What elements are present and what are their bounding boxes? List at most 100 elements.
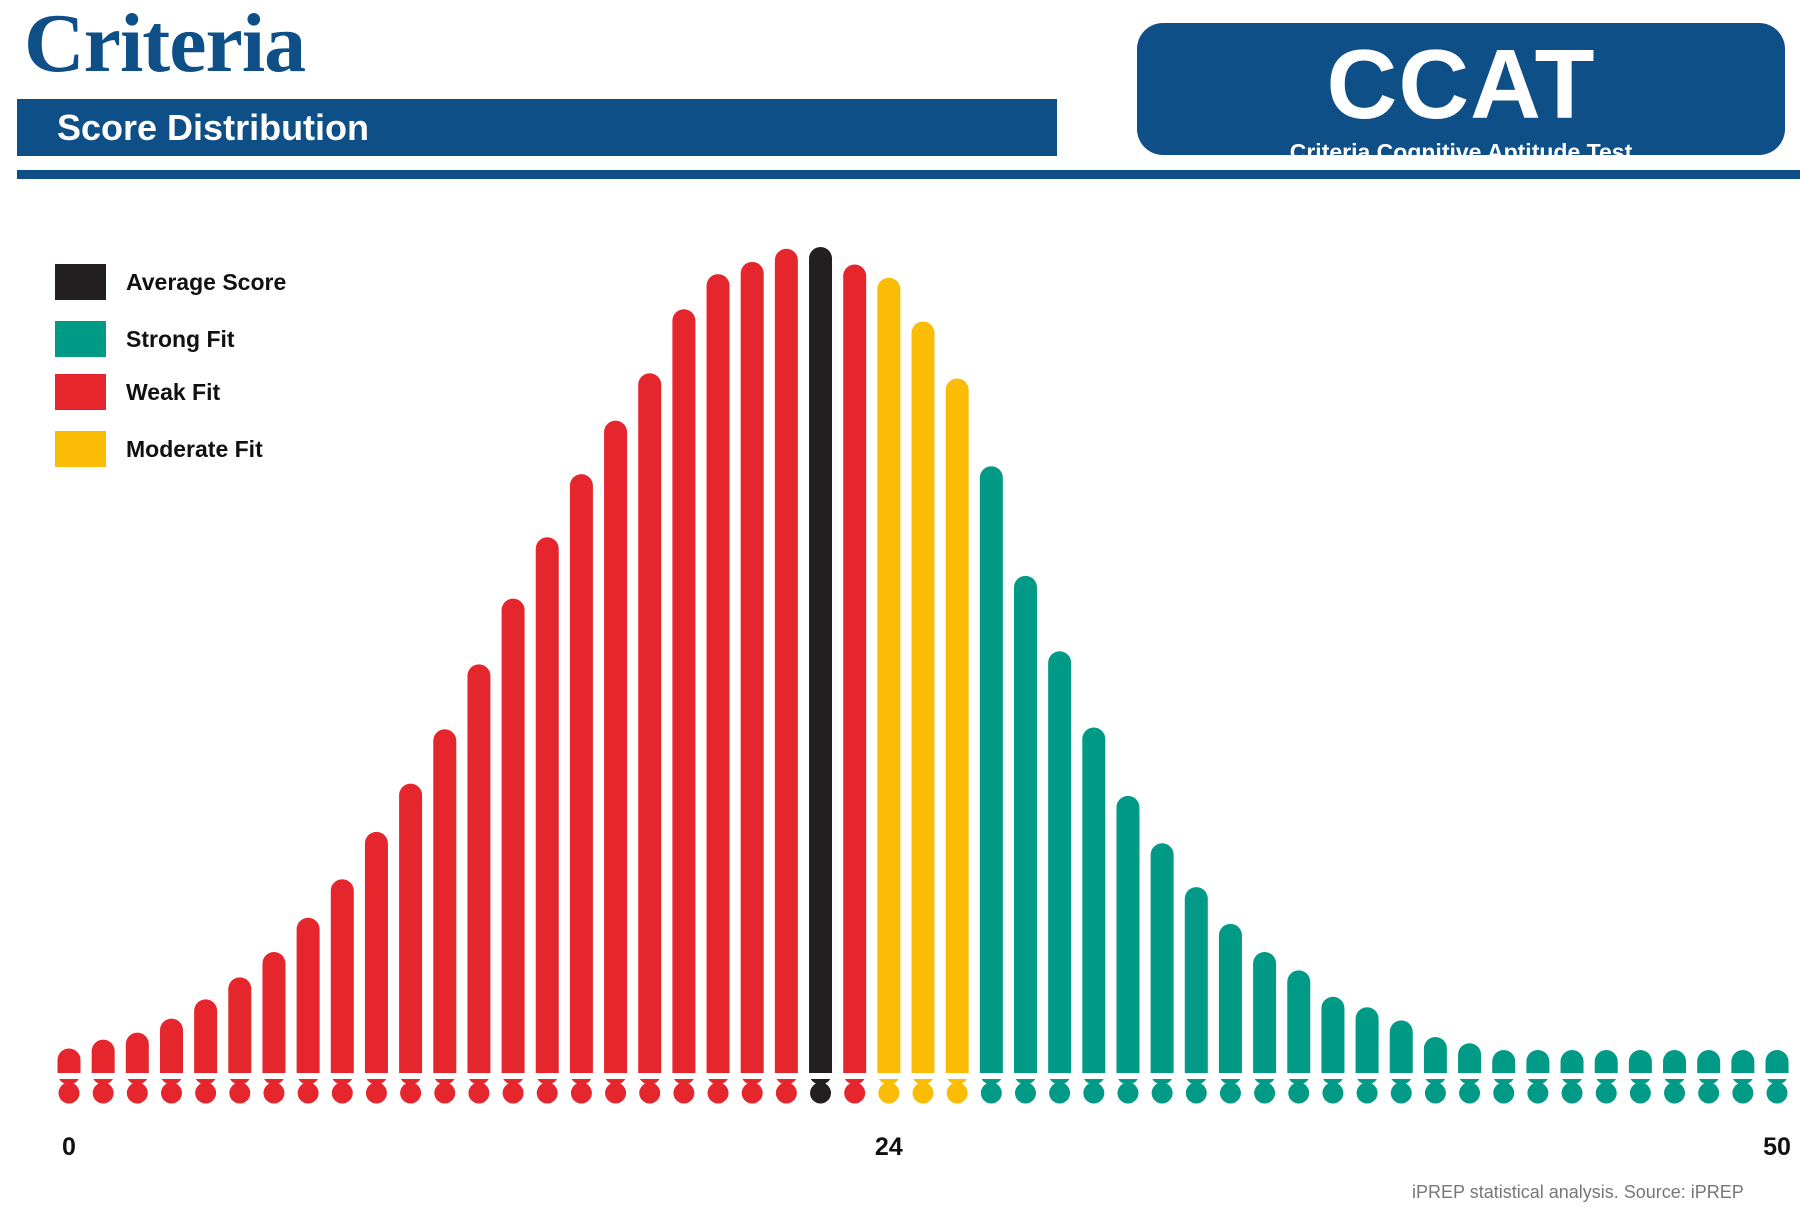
bar-score-35 [1253,951,1277,1085]
bar-score-27 [979,466,1003,1085]
dot-score-0 [58,1082,80,1104]
dot-score-2 [126,1082,148,1104]
dot-score-39 [1390,1082,1412,1104]
test-badge: CCAT Criteria Cognitive Aptitude Test [1137,23,1785,165]
dot-score-43 [1527,1082,1549,1104]
legend-swatch-average [55,264,106,300]
brand-logo: Criteria [24,0,306,90]
bar-score-32 [1150,843,1174,1085]
dot-score-28 [1014,1082,1036,1104]
legend-label-average: Average Score [126,268,287,295]
bar-score-23 [843,264,867,1085]
dot-score-17 [639,1082,661,1104]
bar-score-17 [638,373,662,1085]
dot-score-36 [1288,1082,1310,1104]
bar-score-3 [159,1018,183,1085]
dot-score-29 [1049,1082,1071,1104]
dot-score-3 [160,1082,182,1104]
dot-score-48 [1698,1082,1720,1104]
x-tick-labels: 0 24 50 [62,1133,1791,1161]
bar-score-37 [1321,996,1345,1085]
dot-score-20 [741,1082,763,1104]
legend-swatch-moderate-fit [55,431,106,467]
x-tick-label-0: 0 [62,1133,76,1161]
bar-score-10 [399,783,423,1085]
bar-score-6 [262,951,286,1085]
dot-score-18 [673,1082,695,1104]
dot-score-30 [1083,1082,1105,1104]
bar-score-29 [1048,651,1072,1085]
dot-score-6 [263,1082,285,1104]
bar-score-48 [1697,1050,1721,1085]
dot-score-11 [434,1082,456,1104]
bar-score-19 [706,274,730,1085]
page-subtitle: Score Distribution [57,107,370,148]
legend-item-moderate-fit: Moderate Fit [55,429,355,469]
dot-score-50 [1766,1082,1788,1104]
legend-swatch-strong-fit [55,321,106,357]
dot-score-32 [1151,1082,1173,1104]
bar-score-13 [501,598,525,1085]
bar-score-50 [1765,1050,1789,1085]
bar-score-22 [809,247,833,1085]
dot-score-27 [980,1082,1002,1104]
legend-label-weak-fit: Weak Fit [126,378,221,405]
bar-score-38 [1355,1007,1379,1085]
bar-score-18 [672,309,696,1085]
dot-score-44 [1561,1082,1583,1104]
baseline-gap [0,1073,1800,1079]
bar-score-40 [1423,1037,1447,1085]
bar-score-7 [296,917,320,1085]
legend-swatch-weak-fit [55,374,106,410]
bar-score-45 [1594,1050,1618,1085]
dot-score-24 [878,1082,900,1104]
subtitle-banner: Score Distribution [17,99,1057,156]
dot-score-45 [1595,1082,1617,1104]
dot-score-19 [707,1082,729,1104]
legend-label-moderate-fit: Moderate Fit [126,435,263,462]
dot-score-21 [775,1082,797,1104]
legend-item-strong-fit: Strong Fit [55,319,355,359]
dot-score-38 [1356,1082,1378,1104]
dot-score-33 [1185,1082,1207,1104]
bar-score-5 [228,977,252,1085]
bar-score-8 [330,879,354,1085]
dot-score-23 [844,1082,866,1104]
dot-score-42 [1493,1082,1515,1104]
bar-score-42 [1492,1050,1516,1085]
dot-score-22 [810,1082,832,1104]
dot-score-40 [1424,1082,1446,1104]
dot-score-7 [297,1082,319,1104]
dot-score-4 [195,1082,217,1104]
bar-score-0 [57,1048,81,1085]
header-rule [17,170,1800,179]
bar-score-49 [1731,1050,1755,1085]
legend-item-weak-fit: Weak Fit [55,372,355,412]
dot-score-41 [1459,1082,1481,1104]
bar-score-25 [911,321,935,1085]
bar-score-15 [569,474,593,1085]
bar-score-9 [364,831,388,1085]
bar-score-2 [125,1032,149,1085]
dot-score-1 [92,1082,114,1104]
bar-score-26 [945,378,969,1085]
bar-score-43 [1526,1050,1550,1085]
bar-score-46 [1628,1050,1652,1085]
bar-score-12 [467,664,491,1085]
dot-score-15 [570,1082,592,1104]
dot-score-26 [946,1082,968,1104]
legend-item-average: Average Score [55,262,355,302]
badge-title: CCAT [1326,29,1596,139]
bar-score-24 [877,277,901,1085]
bar-score-34 [1218,923,1242,1085]
dot-score-37 [1322,1082,1344,1104]
bar-score-4 [194,999,218,1085]
dot-score-13 [502,1082,524,1104]
dot-score-5 [229,1082,251,1104]
dot-score-31 [1117,1082,1139,1104]
bar-score-20 [740,261,764,1085]
bar-score-16 [604,420,628,1085]
bars-group [0,247,1800,1085]
dot-score-14 [536,1082,558,1104]
